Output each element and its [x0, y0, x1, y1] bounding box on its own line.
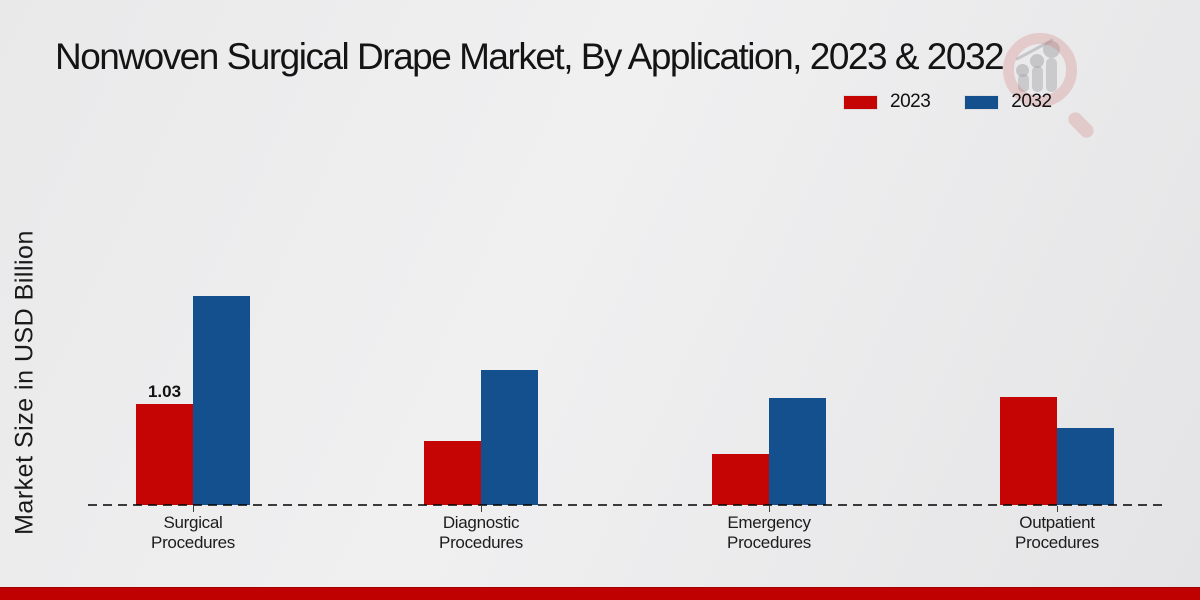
magnifier-ring-icon — [1003, 33, 1077, 107]
bar-2032-emergency-procedures — [769, 398, 826, 505]
x-axis-tick — [481, 506, 482, 512]
legend-swatch-2023 — [843, 94, 878, 110]
footer-accent-strip — [0, 587, 1200, 600]
bar-2023-diagnostic-procedures — [424, 441, 481, 505]
bar-2032-diagnostic-procedures — [481, 370, 538, 505]
bar-value-label: 1.03 — [147, 382, 182, 401]
bar-2023-emergency-procedures — [712, 454, 769, 505]
bar-2032-outpatient-procedures — [1057, 428, 1114, 505]
x-axis-tick — [769, 506, 770, 512]
category-label-diagnostic-procedures: Diagnostic Procedures — [439, 513, 523, 552]
legend-swatch-2032 — [964, 94, 1000, 110]
x-axis-tick — [193, 506, 194, 512]
legend-label-2032: 2032 — [1011, 91, 1052, 112]
category-label-surgical-procedures: Surgical Procedures — [151, 513, 235, 552]
bar-group-outpatient-procedures — [1000, 397, 1114, 505]
legend-item-2032: 2032 — [964, 91, 1052, 113]
legend: 2023 2032 — [843, 91, 1052, 113]
category-label-outpatient-procedures: Outpatient Procedures — [1015, 513, 1099, 552]
bar-2023-outpatient-procedures — [1000, 397, 1057, 505]
bar-group-emergency-procedures — [712, 398, 826, 505]
market-research-watermark-logo — [998, 28, 1098, 141]
bar-2023-surgical-procedures: 1.03 — [136, 382, 193, 505]
x-axis-baseline — [88, 504, 1163, 506]
legend-item-2023: 2023 — [843, 91, 931, 113]
bar-group-diagnostic-procedures — [424, 370, 538, 505]
bar-2032-surgical-procedures — [193, 296, 250, 505]
chart-title: Nonwoven Surgical Drape Market, By Appli… — [55, 36, 1005, 77]
x-axis-tick — [1057, 506, 1058, 512]
category-label-emergency-procedures: Emergency Procedures — [727, 513, 811, 552]
bar-group-surgical-procedures: 1.03 — [136, 296, 250, 505]
legend-label-2023: 2023 — [890, 91, 931, 112]
